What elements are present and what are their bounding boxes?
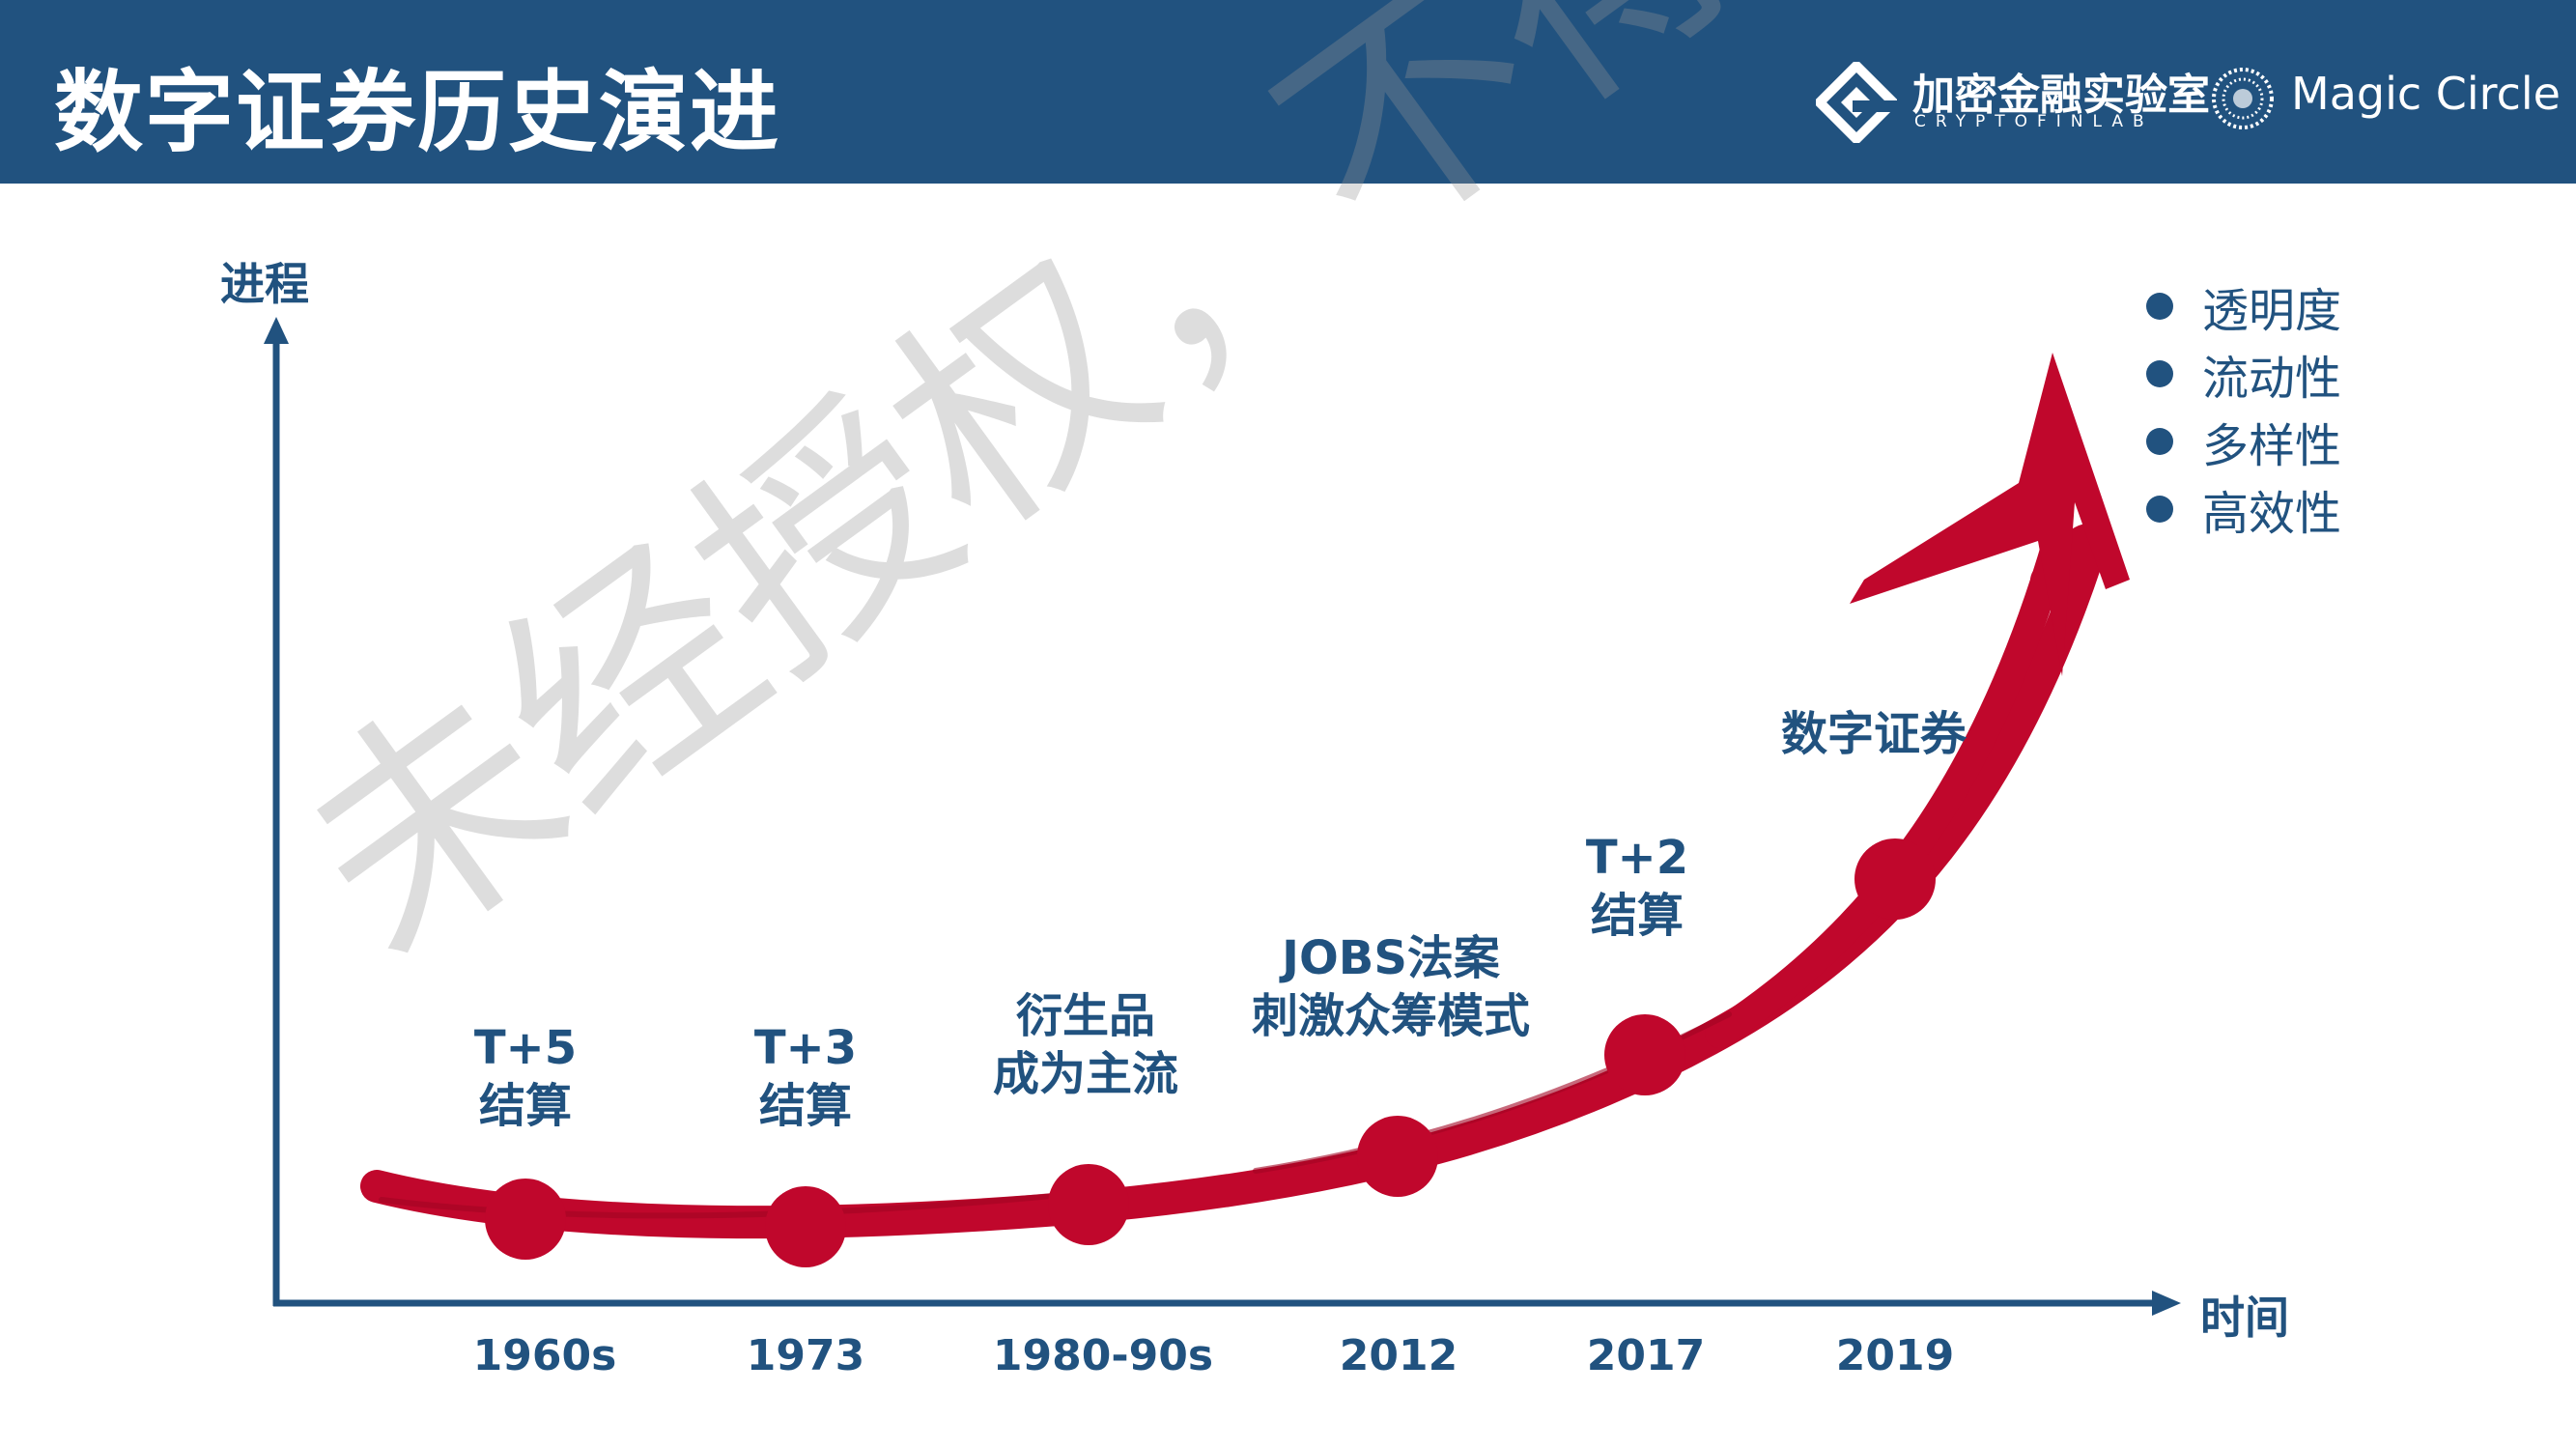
header-bar: 数字证券历史演进 加密金融实验室 CRYPTOFINLAB Magic Circ… [0,0,2576,184]
milestone-dot-1960s [485,1179,566,1260]
cryptofinlab-logo-icon [1816,62,1897,143]
milestone-label-line: T+5 [473,1021,578,1075]
year-label: 1980-90s [992,1331,1214,1380]
growth-curve [360,524,2107,1239]
milestone-label-line: 结算 [1590,889,1684,943]
benefit-label: 透明度 [2202,284,2342,338]
y-axis-arrow-icon [264,317,289,344]
milestone-dot-2017 [1604,1014,1685,1095]
milestone-label-line: T+3 [753,1021,858,1075]
bullet-icon [2146,428,2173,455]
growth-arrowhead-icon [1850,353,2130,676]
milestone-dot-2019 [1854,838,1936,920]
x-axis-arrow-icon [2152,1291,2181,1316]
milestone-label-line: 成为主流 [992,1047,1178,1101]
milestone-label: 衍生品 成为主流 [912,987,1260,1103]
milestone-dot-1973 [765,1186,846,1267]
year-label: 2019 [1835,1331,1955,1380]
milestone-dot-1980-90s [1048,1164,1129,1245]
year-label: 2012 [1339,1331,1458,1380]
magic-circle-logo-icon [2212,68,2274,129]
milestone-label: JOBS法案 刺激众筹模式 [1217,929,1565,1045]
milestone-label: 数字证券 [1700,705,2048,763]
milestone-label-line: 衍生品 [1015,989,1155,1043]
bullet-icon [2146,293,2173,320]
milestone-dot-2012 [1357,1116,1438,1197]
bullet-icon [2146,496,2173,523]
milestone-label-line: 结算 [758,1079,852,1133]
list-item: 高效性 [2146,475,2341,543]
slide-title: 数字证券历史演进 [54,61,781,164]
cryptofinlab-name-en: CRYPTOFINLAB [1914,112,2154,131]
x-axis-label: 时间 [2200,1292,2289,1344]
milestone-label: T+3 结算 [632,1019,979,1135]
year-label: 1973 [746,1331,865,1380]
milestone-label-line: JOBS法案 [1282,931,1500,985]
cryptofinlab-name-cn: 加密金融实验室 [1912,71,2210,120]
list-item: 流动性 [2146,340,2341,408]
year-label: 1960s [472,1331,617,1380]
benefit-label: 高效性 [2202,487,2342,541]
milestone-label: T+2 结算 [1463,829,1811,945]
year-label: 2017 [1586,1331,1706,1380]
y-axis-label: 进程 [220,258,309,310]
benefits-list: 透明度 流动性 多样性 高效性 [2146,272,2341,543]
benefit-label: 流动性 [2202,352,2342,406]
bullet-icon [2146,360,2173,387]
magic-circle-name: Magic Circle [2291,68,2561,120]
list-item: 透明度 [2146,272,2341,340]
milestone-label-line: 结算 [478,1079,572,1133]
growth-curve-trunk [1705,440,2073,1048]
milestone-label-line: 刺激众筹模式 [1251,989,1530,1043]
milestone-label-line: 数字证券 [1780,707,1967,761]
milestone-label-line: T+2 [1585,831,1689,885]
benefit-label: 多样性 [2202,419,2342,473]
list-item: 多样性 [2146,408,2341,475]
milestone-label: T+5 结算 [352,1019,699,1135]
